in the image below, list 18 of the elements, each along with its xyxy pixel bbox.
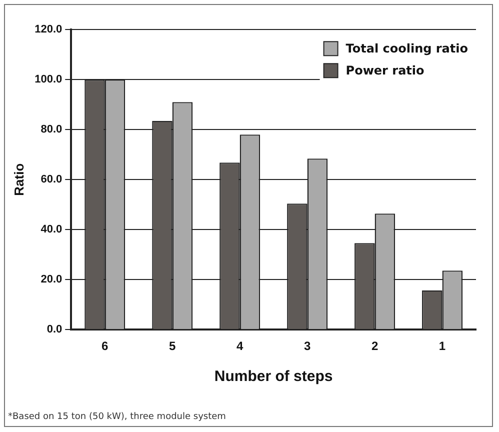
x-tick-label: 2 [371,339,378,354]
x-tick-label: 6 [102,339,109,354]
x-tick-label: 5 [169,339,176,354]
y-tick-label: 0.0 [46,324,62,336]
legend-label: Power ratio [346,64,424,78]
y-axis-title: Ratio [11,163,26,196]
x-tick-label: 4 [236,339,244,354]
x-tick-label: 1 [438,339,446,354]
y-tick-label: 100.0 [34,74,62,86]
y-tick-label: 60.0 [40,174,62,186]
legend-label: Total cooling ratio [346,42,468,56]
y-tick-label: 120.0 [34,24,62,36]
text: *Based on 15 ton (50 kW), three module system [8,412,226,422]
x-tick-label: 3 [304,339,311,354]
x-axis-title: Number of steps [214,368,333,386]
y-tick-label: 20.0 [40,274,62,286]
y-tick-label: 40.0 [40,224,62,236]
y-tick-label: 80.0 [40,124,62,136]
